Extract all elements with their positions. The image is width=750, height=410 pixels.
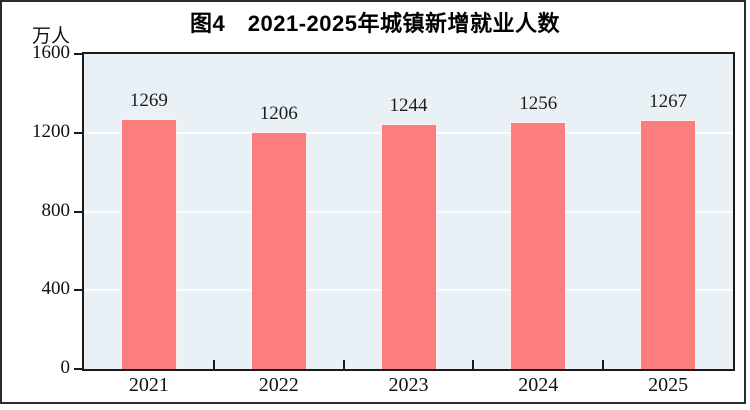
x-axis-tick-2 [342, 360, 345, 369]
bar-2021 [120, 119, 177, 369]
x-axis-label-2023: 2023 [388, 374, 429, 396]
bar-2023 [380, 124, 437, 369]
y-axis-tick-label-1600: 1600 [32, 42, 70, 63]
x-axis-tick-4 [602, 360, 605, 369]
y-axis-tick-400 [74, 289, 82, 292]
y-axis-tick-1600 [74, 53, 82, 55]
y-axis-tick-label-400: 400 [41, 278, 71, 300]
bar-2022 [250, 131, 307, 369]
bar-2024 [510, 121, 567, 369]
x-axis-label-2022: 2022 [258, 374, 299, 396]
x-axis-tick-1 [212, 360, 215, 369]
y-axis-tick-label-0: 0 [60, 357, 71, 378]
x-axis-label-2021: 2021 [128, 374, 169, 396]
y-axis-tick-0 [74, 368, 82, 370]
y-axis-tick-label-800: 800 [41, 199, 71, 221]
chart-title: 图4 2021-2025年城镇新增就业人数 [190, 11, 560, 36]
bar-value-label-2024: 1256 [519, 92, 558, 114]
y-axis-tick-1200 [74, 131, 82, 134]
bar-value-label-2023: 1244 [389, 95, 428, 117]
y-axis-tick-800 [74, 210, 82, 213]
plot-area: 1269 1206 1244 1256 1267 [82, 52, 735, 371]
y-axis-unit-label: 万人 [31, 26, 70, 47]
bar-value-label-2025: 1267 [649, 90, 688, 112]
y-axis-tick-label-1200: 1200 [32, 120, 70, 142]
bar-value-label-2022: 1206 [259, 102, 298, 124]
bar-value-label-2021: 1269 [129, 90, 168, 112]
bar-2025 [640, 119, 697, 369]
x-axis-tick-3 [472, 360, 475, 369]
x-axis-label-2024: 2024 [518, 374, 559, 396]
x-axis-label-2025: 2025 [648, 374, 689, 396]
